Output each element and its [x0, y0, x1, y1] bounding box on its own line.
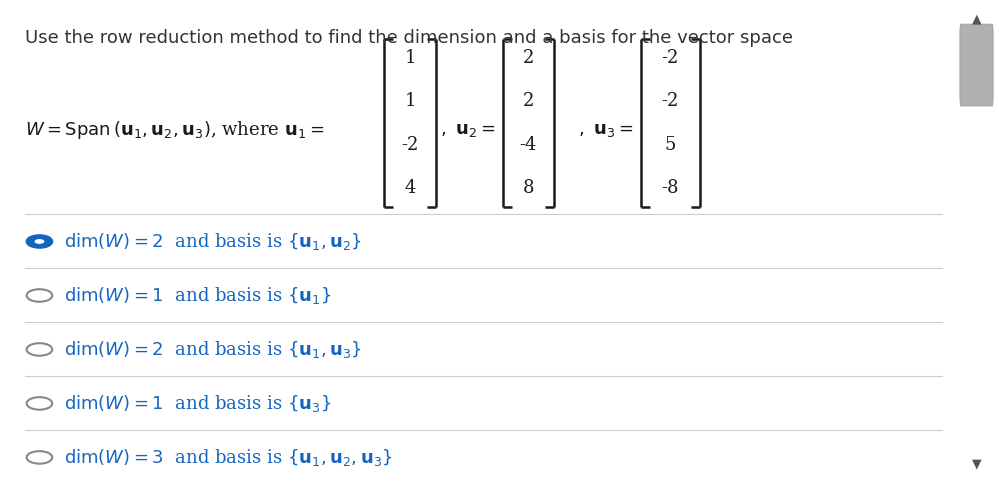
- Text: $,\ \mathbf{u}_3 =$: $,\ \mathbf{u}_3 =$: [577, 121, 633, 139]
- Text: 2: 2: [522, 49, 534, 67]
- Text: $W = \mathrm{Span}\,(\mathbf{u}_1, \mathbf{u}_2, \mathbf{u}_3)$, where $\mathbf{: $W = \mathrm{Span}\,(\mathbf{u}_1, \math…: [25, 119, 324, 141]
- Text: -8: -8: [661, 179, 679, 197]
- Circle shape: [27, 451, 52, 464]
- Text: 1: 1: [405, 49, 416, 67]
- Circle shape: [27, 289, 52, 302]
- Text: ▲: ▲: [972, 12, 981, 25]
- Text: 4: 4: [405, 179, 416, 197]
- Text: -2: -2: [661, 49, 679, 67]
- Text: ▼: ▼: [972, 457, 981, 470]
- Text: Use the row reduction method to find the dimension and a basis for the vector sp: Use the row reduction method to find the…: [25, 29, 792, 47]
- Circle shape: [27, 343, 52, 356]
- Text: 5: 5: [664, 135, 676, 154]
- Text: $\dim(W) = 2$  and basis is $\{\mathbf{u}_1, \mathbf{u}_3\}$: $\dim(W) = 2$ and basis is $\{\mathbf{u}…: [64, 339, 363, 360]
- Text: $\dim(W) = 1$  and basis is $\{\mathbf{u}_1\}$: $\dim(W) = 1$ and basis is $\{\mathbf{u}…: [64, 285, 332, 306]
- Text: 1: 1: [405, 92, 416, 110]
- Text: 2: 2: [522, 92, 534, 110]
- Circle shape: [27, 397, 52, 410]
- Circle shape: [35, 239, 44, 244]
- FancyBboxPatch shape: [960, 24, 993, 106]
- Text: -2: -2: [661, 92, 679, 110]
- Text: -4: -4: [519, 135, 537, 154]
- Circle shape: [27, 235, 52, 248]
- Text: $\dim(W) = 1$  and basis is $\{\mathbf{u}_3\}$: $\dim(W) = 1$ and basis is $\{\mathbf{u}…: [64, 393, 332, 414]
- Text: -2: -2: [402, 135, 419, 154]
- Text: 8: 8: [522, 179, 534, 197]
- Text: $\dim(W) = 2$  and basis is $\{\mathbf{u}_1, \mathbf{u}_2\}$: $\dim(W) = 2$ and basis is $\{\mathbf{u}…: [64, 231, 363, 252]
- Text: $,\ \mathbf{u}_2 =$: $,\ \mathbf{u}_2 =$: [440, 121, 495, 139]
- Text: $\dim(W) = 3$  and basis is $\{\mathbf{u}_1, \mathbf{u}_2, \mathbf{u}_3\}$: $\dim(W) = 3$ and basis is $\{\mathbf{u}…: [64, 447, 393, 468]
